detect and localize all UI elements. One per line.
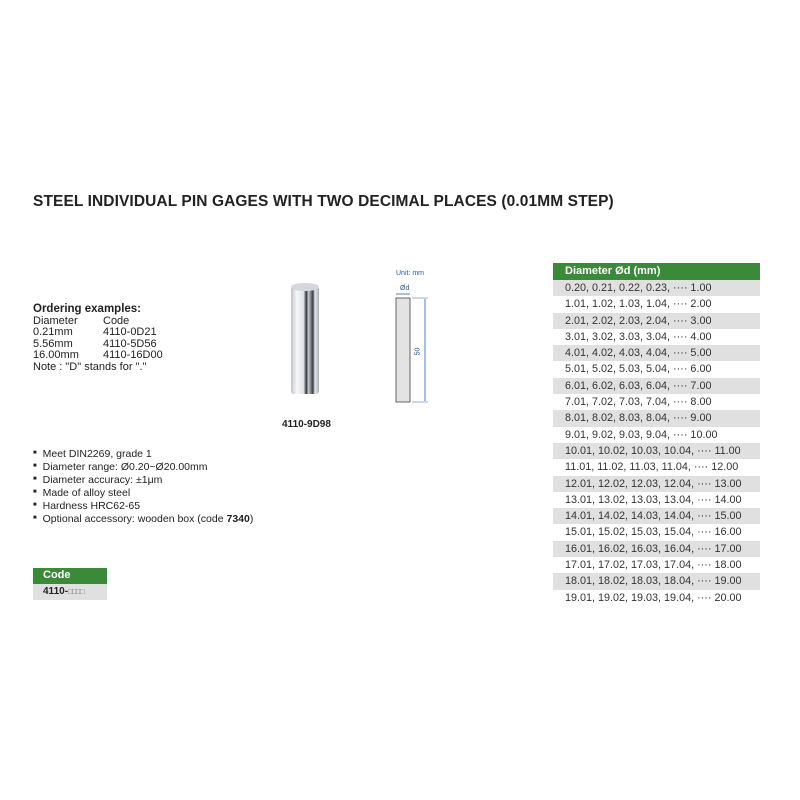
diameter-table-row: 9.01, 9.02, 9.03, 9.04, ···· 10.00 — [553, 426, 760, 443]
code: 4110-16D00 — [103, 349, 163, 361]
diameter-dim-label: Ød — [400, 285, 410, 292]
feature-item: Diameter range: Ø0.20~Ø20.00mm — [33, 461, 253, 474]
length-dim-label: 50 — [414, 347, 422, 356]
feature-item: Diameter accuracy: ±1μm — [33, 474, 253, 487]
code-header: Code — [33, 568, 107, 584]
pin-gage-image — [291, 283, 319, 394]
diameter-table-row: 4.01, 4.02, 4.03, 4.04, ···· 5.00 — [553, 345, 760, 362]
feature-list: Meet DIN2269, grade 1 Diameter range: Ø0… — [33, 448, 254, 526]
ordering-heading: Ordering examples: — [33, 303, 142, 315]
code-value: 4110-□□□□ — [33, 584, 107, 600]
diameter-table-row: 3.01, 3.02, 3.03, 3.04, ···· 4.00 — [553, 328, 760, 346]
feature-item: Optional accessory: wooden box (code 734… — [33, 513, 254, 526]
diameter-table-row: 18.01, 18.02, 18.03, 18.04, ···· 19.00 — [553, 573, 760, 590]
diameter-table: Diameter Ød (mm) 0.20, 0.21, 0.22, 0.23,… — [553, 263, 760, 606]
ordering-row: 5.56mm 4110-5D56 — [33, 337, 163, 351]
col-diameter: Diameter — [33, 314, 78, 327]
diameter-table-row: 2.01, 2.02, 2.03, 2.04, ···· 3.00 — [553, 312, 760, 329]
page-title: STEEL INDIVIDUAL PIN GAGES WITH TWO DECI… — [33, 193, 614, 210]
pin-dimension-diagram — [395, 293, 428, 403]
diameter-table-row: 10.01, 10.02, 10.03, 10.04, ···· 11.00 — [553, 442, 760, 460]
diameter-table-row: 19.01, 19.02, 19.03, 19.04, ···· 20.00 — [553, 589, 760, 606]
image-caption: 4110-9D98 — [282, 419, 331, 430]
diameter-table-row: 13.01, 13.02, 13.03, 13.04, ···· 14.00 — [553, 491, 760, 509]
col-code: Code — [103, 314, 130, 327]
diameter-table-row: 8.01, 8.02, 8.03, 8.04, ···· 9.00 — [553, 410, 760, 427]
diameter-table-header: Diameter Ød (mm) — [553, 263, 760, 280]
accessory-code: 7340 — [226, 513, 250, 526]
ordering-note: Note : "D" stands for "." — [33, 360, 147, 373]
diameter-table-row: 15.01, 15.02, 15.03, 15.04, ···· 16.00 — [553, 524, 760, 541]
code: 4110-0D21 — [103, 326, 157, 338]
diameter-table-row: 14.01, 14.02, 14.03, 14.04, ···· 15.00 — [553, 508, 760, 525]
feature-item: Made of alloy steel — [33, 487, 253, 500]
feature-item: Hardness HRC62-65 — [33, 500, 253, 513]
diameter-table-row: 6.01, 6.02, 6.03, 6.04, ···· 7.00 — [553, 377, 760, 395]
diameter: 0.21mm — [33, 326, 73, 338]
diameter-table-row: 11.01, 11.02, 11.03, 11.04, ···· 12.00 — [553, 459, 760, 476]
code: 4110-5D56 — [103, 337, 157, 350]
feature-item: Meet DIN2269, grade 1 — [33, 448, 253, 461]
diameter-table-row: 16.01, 16.02, 16.03, 16.04, ···· 17.00 — [553, 540, 760, 558]
ordering-examples: Ordering examples: Diameter Code 0.21mm 41… — [33, 303, 163, 373]
diameter: 5.56mm — [33, 337, 73, 350]
diameter-table-row: 12.01, 12.02, 12.03, 12.04, ···· 13.00 — [553, 475, 760, 492]
ordering-row: 0.21mm 4110-0D21 — [33, 326, 163, 339]
code-table: Code 4110-□□□□ — [33, 568, 107, 600]
diameter: 16.00mm — [33, 349, 79, 361]
unit-label: Unit: mm — [396, 270, 424, 277]
ordering-row: 16.00mm 4110-16D00 — [33, 349, 163, 362]
diameter-table-row: 17.01, 17.02, 17.03, 17.04, ···· 18.00 — [553, 557, 760, 574]
code-prefix: 4110- — [43, 586, 69, 597]
diameter-table-row: 1.01, 1.02, 1.03, 1.04, ···· 2.00 — [553, 296, 760, 313]
code-placeholder: □□□□ — [68, 587, 84, 596]
ordering-header-row: Diameter Code — [33, 314, 163, 328]
diameter-table-row: 0.20, 0.21, 0.22, 0.23, ···· 1.00 — [553, 280, 760, 297]
diameter-table-row: 7.01, 7.02, 7.03, 7.04, ···· 8.00 — [553, 394, 760, 411]
accessory-close: ) — [249, 513, 254, 526]
diameter-table-row: 5.01, 5.02, 5.03, 5.04, ···· 6.00 — [553, 361, 760, 378]
accessory-text: Optional accessory: wooden box (code — [42, 513, 227, 526]
